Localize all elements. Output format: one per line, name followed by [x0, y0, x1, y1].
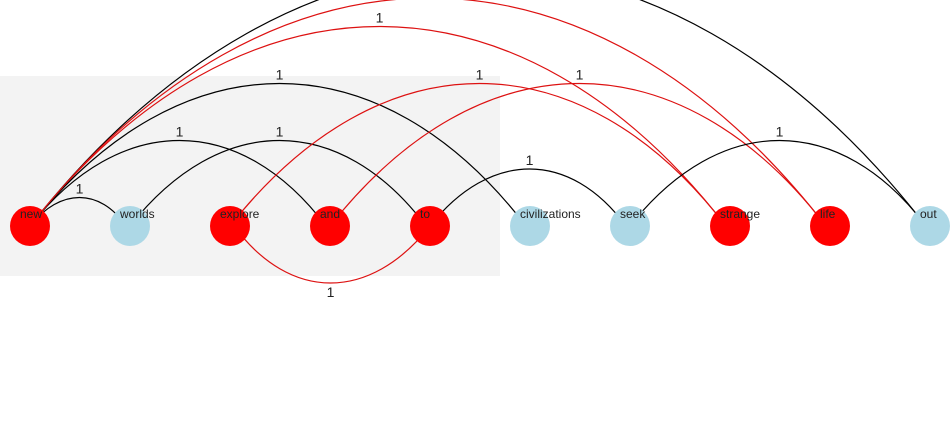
node-worlds[interactable]: worlds	[110, 206, 155, 246]
selection-box[interactable]	[0, 76, 500, 276]
edge-explore-strange[interactable]	[229, 83, 727, 227]
edge-to-seek[interactable]	[429, 168, 627, 227]
node-label-life: life	[820, 207, 836, 221]
node-circle-seek[interactable]	[610, 206, 650, 246]
node-label-worlds: worlds	[119, 207, 155, 221]
edge-weight-new-worlds: 1	[76, 181, 84, 197]
edge-new-civilizations[interactable]	[29, 83, 527, 227]
node-label-to: to	[420, 207, 430, 221]
node-strange[interactable]: strange	[710, 206, 760, 246]
node-label-out: out	[920, 207, 937, 221]
edge-to-explore[interactable]	[233, 225, 431, 284]
edge-weight-and-life: 1	[576, 67, 584, 83]
edge-weight-seek-out: 1	[776, 124, 784, 140]
node-label-new: new	[20, 207, 42, 221]
edge-weight-to-explore: 1	[327, 284, 335, 300]
node-label-seek: seek	[620, 207, 646, 221]
node-new[interactable]: new	[10, 206, 50, 246]
edge-weight-new-civilizations: 1	[276, 67, 284, 83]
node-seek[interactable]: seek	[610, 206, 650, 246]
node-label-strange: strange	[720, 207, 760, 221]
node-life[interactable]: life	[810, 206, 850, 246]
edge-weight-to-seek: 1	[526, 152, 534, 168]
edge-weight-new-and: 1	[176, 124, 184, 140]
edge-weight-new-strange: 1	[376, 10, 384, 26]
node-label-and: and	[320, 207, 340, 221]
node-circle-strange[interactable]	[710, 206, 750, 246]
node-to[interactable]: to	[410, 206, 450, 246]
node-label-civilizations: civilizations	[520, 207, 581, 221]
edge-new-life[interactable]	[29, 0, 827, 227]
node-circle-life[interactable]	[810, 206, 850, 246]
node-circle-new[interactable]	[10, 206, 50, 246]
edge-worlds-to[interactable]	[129, 140, 427, 227]
node-civilizations[interactable]: civilizations	[510, 206, 581, 246]
node-circle-worlds[interactable]	[110, 206, 150, 246]
edge-weight-worlds-to: 1	[276, 124, 284, 140]
edge-and-life[interactable]	[329, 83, 827, 227]
node-circle-to[interactable]	[410, 206, 450, 246]
node-circle-out[interactable]	[910, 206, 950, 246]
node-explore[interactable]: explore	[210, 206, 260, 246]
edge-weight-explore-strange: 1	[476, 67, 484, 83]
edge-seek-out[interactable]	[629, 140, 927, 227]
node-circle-civilizations[interactable]	[510, 206, 550, 246]
edge-new-out[interactable]	[29, 0, 927, 227]
node-label-explore: explore	[220, 207, 260, 221]
node-and[interactable]: and	[310, 206, 350, 246]
edge-new-strange[interactable]	[29, 26, 727, 227]
edge-new-and[interactable]	[29, 140, 327, 227]
node-out[interactable]: out	[910, 206, 950, 246]
node-circle-explore[interactable]	[210, 206, 250, 246]
node-circle-and[interactable]	[310, 206, 350, 246]
